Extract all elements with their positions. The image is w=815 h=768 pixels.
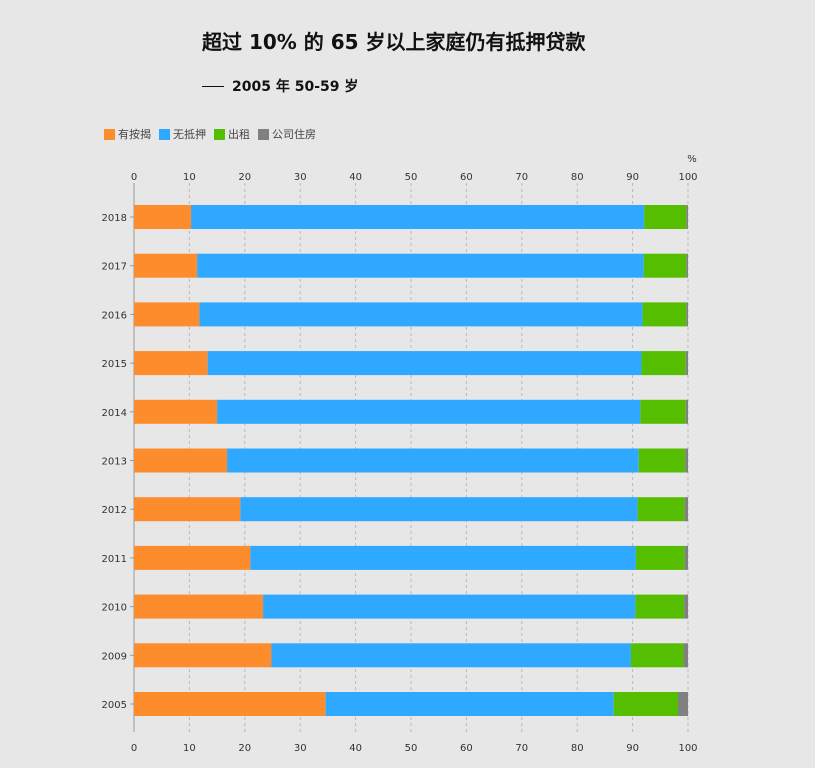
bar-segment-2009-1	[271, 643, 631, 668]
bar-segment-2005-2	[613, 692, 679, 716]
bar-segment-2017-0	[134, 253, 198, 278]
bar-segment-2011-0	[134, 545, 251, 570]
bar-segment-2012-1	[240, 497, 638, 522]
bar-segment-2018-3	[686, 205, 688, 229]
y-tick-label-2013: 2013	[102, 457, 127, 468]
x-tick-label-top-10: 10	[183, 172, 196, 183]
x-tick-label-top-20: 20	[238, 172, 251, 183]
x-tick-label-bottom-30: 30	[294, 743, 307, 754]
bar-segment-2015-2	[641, 351, 686, 376]
x-tick-label-top-50: 50	[405, 172, 418, 183]
legend-item-mortgage[interactable]: 有按揭	[104, 126, 151, 142]
x-tick-label-top-70: 70	[515, 172, 528, 183]
x-tick-label-top-100: 100	[678, 172, 697, 183]
y-tick-label-2014: 2014	[102, 408, 127, 419]
bar-segment-2018-0	[134, 205, 192, 229]
bar-segment-2011-2	[635, 545, 685, 570]
subtitle-dash	[202, 85, 224, 87]
bar-segment-2010-2	[635, 594, 685, 619]
bar-segment-2016-2	[642, 302, 687, 327]
x-tick-label-bottom-20: 20	[238, 743, 251, 754]
bar-segment-2013-1	[227, 448, 639, 473]
bar-segment-2011-1	[250, 545, 636, 570]
bar-segment-2016-3	[686, 302, 688, 327]
x-tick-label-bottom-50: 50	[405, 743, 418, 754]
bar-segment-2018-1	[191, 205, 645, 229]
chart-subtitle: 2005 年 50-59 岁	[202, 76, 358, 96]
bar-segment-2017-2	[643, 253, 687, 278]
bar-segment-2009-0	[134, 643, 272, 668]
x-tick-label-top-40: 40	[349, 172, 362, 183]
bar-segment-2005-0	[134, 692, 326, 716]
legend-item-rent[interactable]: 出租	[214, 126, 250, 142]
legend-label-rent: 出租	[228, 128, 250, 141]
bar-segment-2011-3	[684, 545, 688, 570]
bar-segment-2016-0	[134, 302, 200, 327]
bar-segment-2017-1	[197, 253, 644, 278]
y-tick-label-2009: 2009	[102, 651, 127, 662]
bar-segment-2016-1	[199, 302, 643, 327]
bar-segment-2012-3	[684, 497, 688, 522]
bar-segment-2015-1	[207, 351, 642, 376]
legend-swatch-no-mortgage	[159, 128, 170, 140]
chart-title: 超过 10% 的 65 岁以上家庭仍有抵押贷款	[202, 30, 586, 54]
bar-segment-2009-2	[630, 643, 684, 668]
legend-swatch-mortgage	[104, 128, 115, 140]
bar-segment-2015-3	[685, 351, 688, 376]
x-tick-label-top-80: 80	[571, 172, 584, 183]
bar-segment-2012-2	[637, 497, 685, 522]
bar-segment-2013-2	[638, 448, 686, 473]
x-tick-label-bottom-10: 10	[183, 743, 196, 754]
x-tick-label-bottom-60: 60	[460, 743, 473, 754]
x-tick-label-top-90: 90	[626, 172, 639, 183]
bar-segment-2012-0	[134, 497, 241, 522]
legend-item-company-housing[interactable]: 公司住房	[258, 126, 316, 142]
y-tick-label-2011: 2011	[102, 554, 127, 565]
x-unit-label: %	[687, 154, 697, 165]
x-tick-label-bottom-90: 90	[626, 743, 639, 754]
x-tick-label-top-30: 30	[294, 172, 307, 183]
subtitle-text: 2005 年 50-59 岁	[232, 79, 359, 95]
bar-segment-2013-3	[685, 448, 688, 473]
bar-segment-2015-0	[134, 351, 208, 376]
bar-segment-2005-1	[325, 692, 614, 716]
bar-segment-2010-3	[684, 594, 688, 619]
legend-label-no-mortgage: 无抵押	[173, 128, 206, 141]
legend-swatch-rent	[214, 128, 225, 140]
bar-segment-2017-3	[686, 253, 688, 278]
y-tick-label-2005: 2005	[102, 700, 127, 711]
y-tick-label-2016: 2016	[102, 310, 127, 321]
y-tick-label-2012: 2012	[102, 505, 127, 516]
y-tick-label-2017: 2017	[102, 262, 127, 273]
legend-label-company-housing: 公司住房	[272, 128, 316, 141]
x-tick-label-bottom-40: 40	[349, 743, 362, 754]
x-tick-label-bottom-0: 0	[131, 743, 137, 754]
legend-item-no-mortgage[interactable]: 无抵押	[159, 126, 206, 142]
x-tick-label-bottom-100: 100	[678, 743, 697, 754]
bar-segment-2009-3	[683, 643, 688, 668]
bar-segment-2014-3	[685, 399, 688, 424]
bar-segment-2014-0	[134, 399, 218, 424]
bar-segment-2010-1	[263, 594, 636, 619]
x-tick-label-top-60: 60	[460, 172, 473, 183]
legend-label-mortgage: 有按揭	[118, 128, 151, 141]
x-tick-label-bottom-70: 70	[515, 743, 528, 754]
y-tick-label-2010: 2010	[102, 603, 127, 614]
bar-segment-2013-0	[134, 448, 228, 473]
x-tick-label-top-0: 0	[131, 172, 137, 183]
y-tick-label-2015: 2015	[102, 359, 127, 370]
bar-segment-2014-2	[640, 399, 686, 424]
legend-swatch-company-housing	[258, 128, 269, 140]
x-tick-label-bottom-80: 80	[571, 743, 584, 754]
bar-segment-2010-0	[134, 594, 264, 619]
bar-segment-2005-3	[678, 692, 688, 716]
legend: 有按揭 无抵押 出租 公司住房	[104, 126, 316, 142]
y-tick-label-2018: 2018	[102, 213, 127, 224]
bar-segment-2014-1	[217, 399, 641, 424]
bar-segment-2018-2	[644, 205, 687, 229]
